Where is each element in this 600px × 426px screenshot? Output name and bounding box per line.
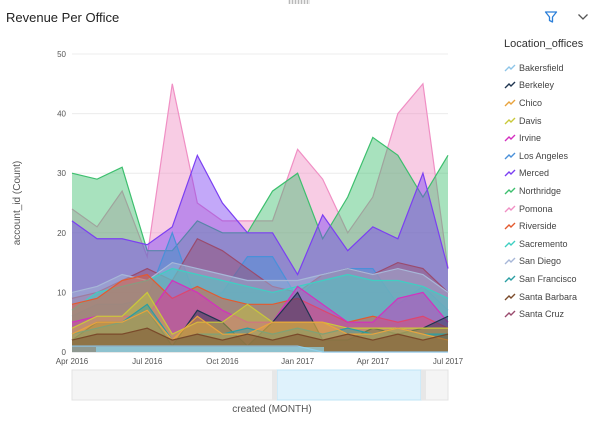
line-davis[interactable] [71, 291, 448, 335]
area-northridge[interactable] [72, 137, 448, 352]
legend-item-los-angeles[interactable]: Los Angeles [504, 147, 600, 165]
legend-item-san-francisco[interactable]: San Francisco [504, 270, 600, 288]
legend-item-berkeley[interactable]: Berkeley [504, 77, 600, 95]
page-title: Revenue Per Office [6, 10, 120, 25]
legend-items: Bakersfield Berkeley Chico Davis Irvine Los A… [504, 59, 600, 323]
legend-item-merced[interactable]: Merced [504, 165, 600, 183]
y-axis-title: account_id (Count) [12, 161, 23, 246]
legend-label: Santa Cruz [519, 309, 565, 320]
x-tick-label: Jan 2017 [281, 357, 314, 366]
legend-label: San Diego [519, 256, 562, 267]
legend-item-riverside[interactable]: Riverside [504, 217, 600, 235]
legend-label: Los Angeles [519, 150, 569, 161]
legend-swatch-icon [504, 275, 516, 283]
x-axis-title: created (MONTH) [232, 404, 311, 415]
filter-icon [544, 11, 558, 23]
legend-swatch-icon [504, 134, 516, 142]
legend-swatch-icon [504, 240, 516, 248]
line-bakersfield[interactable] [72, 345, 448, 353]
filter-button[interactable] [544, 10, 558, 24]
area-san-francisco[interactable] [72, 304, 448, 352]
legend-swatch-icon [504, 222, 516, 230]
area-chico[interactable] [72, 310, 448, 352]
legend-label: San Francisco [519, 273, 577, 284]
x-tick-label: Apr 2017 [357, 357, 390, 366]
legend-label: Chico [519, 97, 543, 108]
legend-title: Location_offices [504, 38, 584, 50]
legend-item-northridge[interactable]: Northridge [504, 182, 600, 200]
y-tick-label: 0 [62, 348, 67, 357]
selection-highlight-bar [96, 347, 324, 352]
area-merced[interactable] [72, 155, 448, 352]
legend-swatch-icon [504, 117, 516, 125]
legend-item-pomona[interactable]: Pomona [504, 200, 600, 218]
legend-label: Riverside [519, 221, 557, 232]
legend-swatch-icon [504, 187, 516, 195]
y-tick-label: 40 [57, 110, 66, 119]
legend-swatch-icon [504, 257, 516, 265]
x-tick-label: Apr 2016 [56, 357, 89, 366]
legend-label: Berkeley [519, 80, 555, 91]
legend-item-davis[interactable]: Davis [504, 112, 600, 130]
legend-swatch-icon [504, 81, 516, 89]
line-los-angeles[interactable] [71, 231, 449, 317]
line-santa-barbara[interactable] [71, 327, 449, 341]
drag-handle-icon[interactable] [288, 0, 310, 4]
y-tick-label: 10 [57, 288, 66, 297]
legend-swatch-icon [504, 64, 516, 72]
legend-item-santa-barbara[interactable]: Santa Barbara [504, 288, 600, 306]
range-slider-window[interactable] [276, 369, 422, 401]
legend-swatch-icon [504, 293, 516, 301]
legend-label: Irvine [519, 133, 542, 144]
legend-item-sacremento[interactable]: Sacremento [504, 235, 600, 253]
legend-item-chico[interactable]: Chico [504, 94, 600, 112]
legend-item-san-diego[interactable]: San Diego [504, 253, 600, 271]
area-pomona[interactable] [72, 83, 448, 353]
legend: Location_offices Bakersfield Berkeley Chic… [504, 38, 600, 323]
x-tick-label: Jul 2016 [132, 357, 163, 366]
collapse-button[interactable] [576, 10, 590, 24]
line-merced[interactable] [71, 153, 449, 276]
legend-swatch-icon [504, 310, 516, 318]
legend-label: Davis [519, 115, 542, 126]
line-northridge[interactable] [71, 136, 449, 252]
y-tick-label: 50 [57, 50, 66, 59]
area-chart: 0 10 20 30 40 50 Apr 2016 Jul 2016 Oct 2016 Jan 2… [12, 50, 464, 415]
legend-label: Santa Barbara [519, 291, 578, 302]
line-chico[interactable] [71, 309, 449, 341]
line-sacremento[interactable] [71, 267, 449, 311]
legend-item-irvine[interactable]: Irvine [504, 129, 600, 147]
y-tick-label: 20 [57, 229, 66, 238]
range-slider-left-handle[interactable] [272, 370, 277, 400]
legend-label: Pomona [519, 203, 553, 214]
legend-swatch-icon [504, 99, 516, 107]
legend-label: Sacremento [519, 238, 568, 249]
legend-label: Merced [519, 168, 550, 179]
x-tick-label: Jul 2017 [433, 357, 464, 366]
legend-label: Bakersfield [519, 62, 564, 73]
line-pomona[interactable] [71, 82, 449, 269]
legend-swatch-icon [504, 152, 516, 160]
x-tick-label: Oct 2016 [206, 357, 239, 366]
legend-item-bakersfield[interactable]: Bakersfield [504, 59, 600, 77]
range-slider-right-handle[interactable] [421, 370, 426, 400]
line-riverside[interactable] [71, 273, 449, 329]
line-santa-cruz[interactable] [71, 237, 449, 299]
legend-item-santa-cruz[interactable]: Santa Cruz [504, 305, 600, 323]
legend-label: Northridge [519, 185, 562, 196]
y-tick-label: 30 [57, 169, 66, 178]
chevron-down-icon [578, 14, 588, 20]
legend-swatch-icon [504, 169, 516, 177]
legend-swatch-icon [504, 205, 516, 213]
